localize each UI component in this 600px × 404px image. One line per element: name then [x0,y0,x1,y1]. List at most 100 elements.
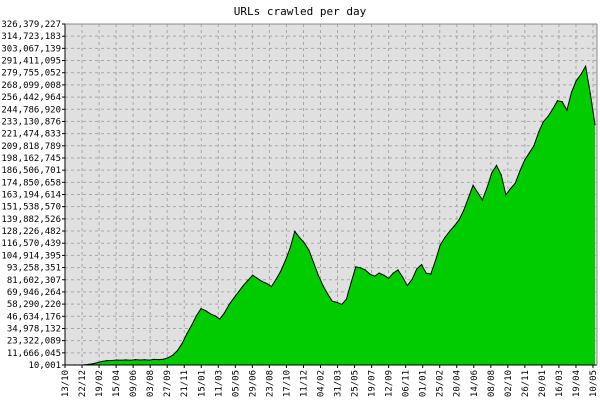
x-tick-label: 13/10 [61,370,71,397]
y-tick-label: 46,634,176 [7,312,61,322]
data-point [444,236,446,239]
data-point [411,278,413,280]
data-point [561,101,563,103]
y-tick-label: 326,379,227 [1,20,61,30]
data-point [486,186,488,188]
data-point [256,277,258,279]
data-point [594,124,596,126]
y-tick-label: 10,001 [28,361,61,371]
data-point [345,298,347,300]
data-point [130,359,132,361]
data-point [449,230,451,232]
data-point [270,286,272,288]
data-point [275,278,277,280]
data-point [519,170,521,172]
x-tick-label: 06/11 [402,370,412,397]
data-point [303,242,305,244]
y-tick-label: 11,666,045 [7,349,61,359]
data-point [237,291,240,293]
y-tick-label: 128,226,482 [1,227,61,237]
y-tick-label: 221,474,833 [1,130,61,140]
data-point [378,272,380,274]
data-point [439,244,441,246]
x-tick-label: 08/08 [487,370,497,397]
y-tick-label: 23,322,089 [7,337,61,347]
data-point [97,361,99,364]
data-point [228,303,230,305]
data-point [514,182,516,184]
y-tick-label: 244,786,920 [1,105,61,115]
data-point [219,318,221,320]
x-tick-label: 21/11 [180,370,190,397]
x-tick-label: 02/10 [504,370,514,397]
data-point [369,273,371,275]
data-point [308,249,310,251]
data-point [289,247,291,249]
x-tick-label: 16/03 [555,370,565,397]
x-tick-label: 19/04 [572,370,582,397]
x-tick-label: 22/12 [78,370,88,397]
data-point [589,92,591,94]
data-point [350,281,352,284]
y-tick-label: 186,506,701 [1,166,61,176]
y-tick-label: 291,411,095 [1,57,61,67]
y-tick-label: 303,067,139 [1,44,61,54]
x-tick-label: 31/03 [334,370,344,397]
data-point [261,280,263,282]
data-point [214,315,216,317]
series-line [65,64,596,366]
x-tick-label: 11/12 [299,370,309,397]
x-tick-label: 25/05 [351,370,361,397]
data-point [313,262,315,264]
y-tick-label: 163,194,614 [1,191,61,201]
data-point [397,269,399,271]
data-point [331,300,333,302]
y-tick-label: 209,818,789 [1,142,61,152]
y-tick-label: 268,099,008 [1,81,61,91]
data-point [467,197,469,199]
data-point [580,73,582,76]
data-point [566,109,568,111]
data-point [430,273,432,275]
x-tick-label: 29/06 [248,370,258,397]
data-point [111,359,113,362]
x-tick-label: 20/01 [538,370,548,397]
x-tick-label: 11/03 [214,370,224,397]
data-point [186,333,188,335]
x-tick-label: 19/07 [368,370,378,397]
data-point [425,272,427,274]
data-point [280,270,282,272]
data-point [359,267,362,269]
data-point [510,187,512,189]
data-point [242,285,244,287]
x-tick-label: 17/10 [282,370,292,397]
data-point [205,310,207,312]
data-point [162,358,165,360]
data-point [294,230,296,232]
data-point [416,268,418,270]
data-point [434,259,437,262]
x-tick-label: 01/01 [419,370,429,397]
x-tick-label: 05/05 [231,370,241,397]
data-point [524,159,526,161]
data-point [491,172,493,174]
data-point [505,194,507,196]
data-point [223,312,226,314]
x-tick-label: 04/02 [316,370,326,397]
data-point [191,324,193,326]
data-point [322,285,324,287]
data-point [528,152,530,154]
data-point [477,192,479,194]
y-tick-label: 58,290,220 [7,300,61,310]
data-point [336,301,338,303]
data-point [148,359,150,361]
data-point [533,145,535,147]
data-point [233,297,235,299]
chart-title: URLs crawled per day [233,5,367,18]
data-point [472,184,474,186]
y-tick-label: 174,850,658 [1,178,61,188]
x-tick-label: 27/09 [163,370,173,397]
data-point [172,354,174,356]
data-point [383,274,385,276]
